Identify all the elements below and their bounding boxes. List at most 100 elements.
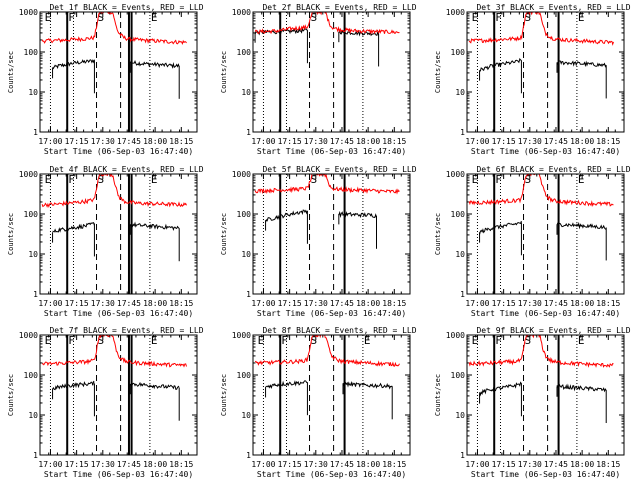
x-tick-label: 17:45	[544, 460, 568, 469]
chart-panel-5: Det 5f BLACK = Events, RED = LLD Counts/s…	[220, 165, 417, 318]
lld-series-line	[468, 12, 614, 46]
y-tick-label: 1	[33, 451, 38, 460]
chart-panel-9: Det 9f BLACK = Events, RED = LLD Counts/s…	[434, 326, 631, 479]
x-tick-label: 18:15	[596, 460, 620, 469]
marker-label-F: F	[68, 334, 75, 347]
x-tick-label: 17:30	[518, 137, 542, 146]
y-tick-label: 10	[455, 250, 465, 259]
marker-label-S: S	[311, 11, 318, 24]
x-tick-label: 17:45	[544, 299, 568, 308]
x-axis-label: Start Time (06-Sep-03 16:47:40)	[257, 470, 406, 479]
x-tick-label: 17:30	[518, 299, 542, 308]
x-tick-label: 17:15	[278, 460, 302, 469]
y-tick-label: 10	[241, 411, 251, 420]
x-axis-label: Start Time (06-Sep-03 16:47:40)	[44, 147, 193, 156]
x-tick-label: 17:45	[117, 137, 141, 146]
y-tick-label: 100	[451, 210, 466, 219]
marker-label-S: S	[311, 173, 318, 186]
x-ticks	[466, 12, 625, 132]
x-tick-label: 18:00	[143, 137, 167, 146]
marker-label-E: E	[151, 334, 158, 347]
x-tick-label: 17:30	[304, 299, 328, 308]
y-tick-label: 100	[237, 371, 252, 380]
lld-series-line	[254, 335, 400, 367]
x-tick-label: 17:15	[65, 299, 89, 308]
events-series-line	[52, 380, 95, 391]
x-tick-label: 17:00	[38, 460, 62, 469]
marker-label-E: E	[151, 173, 158, 186]
marker-label-E: E	[45, 334, 52, 347]
x-tick-label: 18:15	[169, 137, 193, 146]
y-tick-label: 1000	[446, 8, 465, 17]
chart-panel-4: Det 4f BLACK = Events, RED = LLD Counts/s…	[7, 165, 204, 318]
x-ticks	[39, 12, 198, 132]
marker-label-F: F	[68, 173, 75, 186]
x-tick-label: 17:00	[251, 460, 275, 469]
x-tick-label: 17:45	[544, 137, 568, 146]
x-tick-label: 18:15	[169, 299, 193, 308]
y-tick-label: 10	[28, 250, 38, 259]
y-ticks	[40, 334, 197, 456]
marker-label-E: E	[472, 11, 479, 24]
marker-label-F: F	[68, 11, 75, 24]
x-ticks	[39, 174, 198, 294]
x-tick-label: 17:00	[38, 299, 62, 308]
y-ticks	[467, 11, 624, 133]
y-tick-label: 10	[28, 411, 38, 420]
marker-label-F: F	[495, 11, 502, 24]
y-tick-label: 100	[451, 48, 466, 57]
x-tick-label: 17:00	[38, 137, 62, 146]
x-tick-label: 18:15	[596, 299, 620, 308]
events-series-line	[338, 210, 377, 219]
y-tick-label: 10	[241, 250, 251, 259]
y-tick-label: 10	[455, 88, 465, 97]
marker-label-S: S	[525, 11, 532, 24]
y-tick-label: 1	[460, 128, 465, 137]
plot-frame	[252, 11, 411, 133]
marker-label-F: F	[281, 334, 288, 347]
chart-title: Det 3f BLACK = Events, RED = LLD	[476, 3, 630, 12]
chart-title: Det 1f BLACK = Events, RED = LLD	[49, 3, 203, 12]
marker-label-S: S	[311, 334, 318, 347]
series-group	[41, 335, 187, 421]
y-tick-label: 1	[33, 128, 38, 137]
y-axis-label: Counts/sec	[434, 374, 442, 416]
plot-frame	[39, 11, 198, 133]
y-tick-label: 1	[246, 128, 251, 137]
y-tick-label: 1000	[446, 170, 465, 179]
x-tick-label: 17:15	[492, 137, 516, 146]
x-tick-label: 17:00	[251, 299, 275, 308]
x-tick-label: 18:00	[356, 460, 380, 469]
x-tick-label: 18:00	[356, 299, 380, 308]
x-tick-label: 17:00	[465, 137, 489, 146]
y-tick-label: 1000	[19, 8, 38, 17]
y-tick-label: 100	[24, 210, 39, 219]
y-tick-label: 1000	[232, 170, 251, 179]
x-tick-label: 17:45	[330, 460, 354, 469]
lld-series-line	[41, 174, 187, 208]
series-group	[254, 335, 400, 420]
events-series-line	[479, 220, 522, 235]
y-ticks	[467, 334, 624, 456]
y-tick-label: 1	[246, 451, 251, 460]
y-tick-label: 10	[241, 88, 251, 97]
y-axis-label: Counts/sec	[220, 213, 228, 255]
y-tick-label: 1000	[232, 331, 251, 340]
events-series-line	[129, 60, 180, 69]
marker-label-E: E	[258, 334, 265, 347]
events-series-line	[265, 209, 308, 223]
y-tick-label: 1000	[232, 8, 251, 17]
series-group	[468, 174, 614, 261]
y-axis-label: Counts/sec	[434, 213, 442, 255]
marker-label-E: E	[472, 173, 479, 186]
marker-label-S: S	[98, 334, 105, 347]
y-tick-label: 10	[455, 411, 465, 420]
marker-label-E: E	[151, 11, 158, 24]
x-tick-label: 17:15	[65, 460, 89, 469]
chart-title: Det 9f BLACK = Events, RED = LLD	[476, 326, 630, 335]
